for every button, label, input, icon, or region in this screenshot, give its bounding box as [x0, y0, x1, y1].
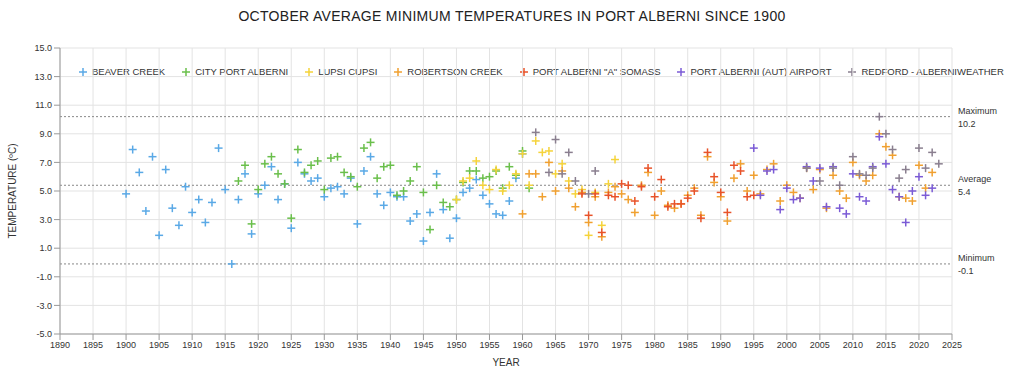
svg-text:2005: 2005 [810, 340, 830, 350]
svg-text:Maximum: Maximum [958, 106, 997, 116]
svg-text:10.2: 10.2 [958, 119, 976, 129]
svg-text:Minimum: Minimum [958, 253, 995, 263]
svg-text:-3.0: -3.0 [36, 301, 52, 311]
svg-text:-5.0: -5.0 [36, 329, 52, 339]
html-text:ROBERTSON CREEK: ROBERTSON CREEK [407, 66, 503, 77]
svg-text:5.4: 5.4 [958, 187, 971, 197]
svg-text:1905: 1905 [149, 340, 169, 350]
html-text:REDFORD - ALBERNIWEATHER: REDFORD - ALBERNIWEATHER [861, 66, 1004, 77]
svg-text:1895: 1895 [83, 340, 103, 350]
svg-text:2020: 2020 [909, 340, 929, 350]
svg-text:1975: 1975 [612, 340, 632, 350]
svg-text:1970: 1970 [579, 340, 599, 350]
svg-text:1920: 1920 [248, 340, 268, 350]
html-text:PORT ALBERNI (AUT) AIRPORT: PORT ALBERNI (AUT) AIRPORT [690, 66, 832, 77]
html-text:LUPSI CUPSI: LUPSI CUPSI [318, 66, 378, 77]
svg-text:1.0: 1.0 [39, 243, 52, 253]
svg-text:2015: 2015 [876, 340, 896, 350]
svg-text:5.0: 5.0 [39, 186, 52, 196]
svg-text:1945: 1945 [413, 340, 433, 350]
svg-text:1985: 1985 [678, 340, 698, 350]
svg-text:1925: 1925 [281, 340, 301, 350]
html-text:BEAVER CREEK: BEAVER CREEK [92, 66, 166, 77]
svg-text:1910: 1910 [182, 340, 202, 350]
svg-text:13.0: 13.0 [34, 72, 52, 82]
svg-text:15.0: 15.0 [34, 43, 52, 53]
svg-text:1900: 1900 [116, 340, 136, 350]
svg-text:TEMPERATURE (ºC): TEMPERATURE (ºC) [8, 143, 18, 238]
html-text:CITY PORT ALBERNI: CITY PORT ALBERNI [195, 66, 289, 77]
svg-text:1965: 1965 [546, 340, 566, 350]
svg-text:1935: 1935 [347, 340, 367, 350]
svg-text:1930: 1930 [314, 340, 334, 350]
svg-text:1940: 1940 [380, 340, 400, 350]
svg-text:7.0: 7.0 [39, 158, 52, 168]
svg-text:-1.0: -1.0 [36, 272, 52, 282]
svg-text:1950: 1950 [446, 340, 466, 350]
svg-text:1990: 1990 [711, 340, 731, 350]
svg-text:Average: Average [958, 174, 991, 184]
svg-text:1980: 1980 [645, 340, 665, 350]
svg-text:1960: 1960 [513, 340, 533, 350]
svg-text:3.0: 3.0 [39, 215, 52, 225]
svg-text:-0.1: -0.1 [958, 266, 974, 276]
html-text:PORT ALBERNI "A" SOMASS: PORT ALBERNI "A" SOMASS [532, 66, 661, 77]
svg-text:1995: 1995 [744, 340, 764, 350]
svg-text:11.0: 11.0 [35, 100, 52, 110]
html-text:OCTOBER AVERAGE MINIMUM TEMPER: OCTOBER AVERAGE MINIMUM TEMPERATURES IN … [238, 8, 786, 24]
svg-text:9.0: 9.0 [39, 129, 52, 139]
svg-text:YEAR: YEAR [492, 357, 519, 368]
svg-text:2010: 2010 [843, 340, 863, 350]
svg-text:1955: 1955 [479, 340, 499, 350]
svg-text:2025: 2025 [942, 340, 962, 350]
svg-text:1890: 1890 [50, 340, 70, 350]
svg-text:1915: 1915 [215, 340, 235, 350]
svg-text:2000: 2000 [777, 340, 797, 350]
